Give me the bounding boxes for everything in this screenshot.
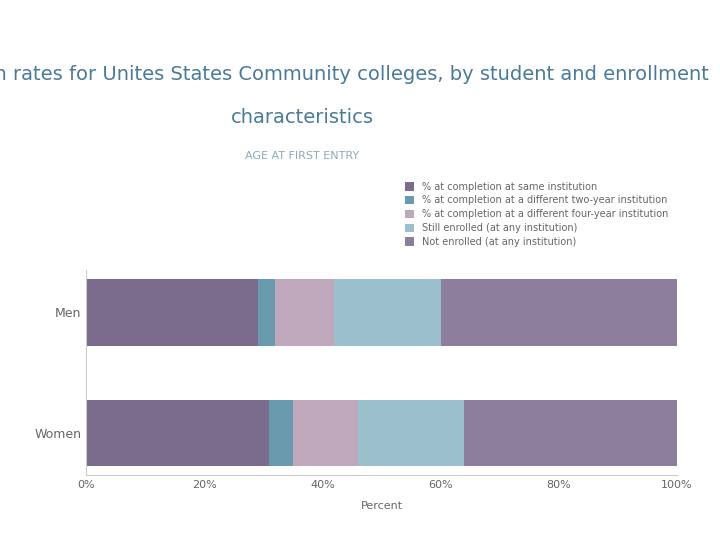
Bar: [275, 279, 334, 346]
Bar: [258, 279, 275, 346]
Text: AGE AT FIRST ENTRY: AGE AT FIRST ENTRY: [246, 151, 359, 161]
Bar: [86, 400, 269, 466]
X-axis label: Percent: Percent: [361, 501, 402, 511]
Bar: [358, 400, 464, 466]
Text: Completion rates for Unites States Community colleges, by student and enrollment: Completion rates for Unites States Commu…: [0, 65, 709, 84]
Bar: [334, 279, 441, 346]
Text: characteristics: characteristics: [231, 108, 374, 127]
Bar: [269, 400, 293, 466]
Bar: [441, 279, 677, 346]
Bar: [464, 400, 677, 466]
Legend: % at completion at same institution, % at completion at a different two-year ins: % at completion at same institution, % a…: [401, 178, 672, 251]
Bar: [86, 279, 258, 346]
Bar: [293, 400, 358, 466]
